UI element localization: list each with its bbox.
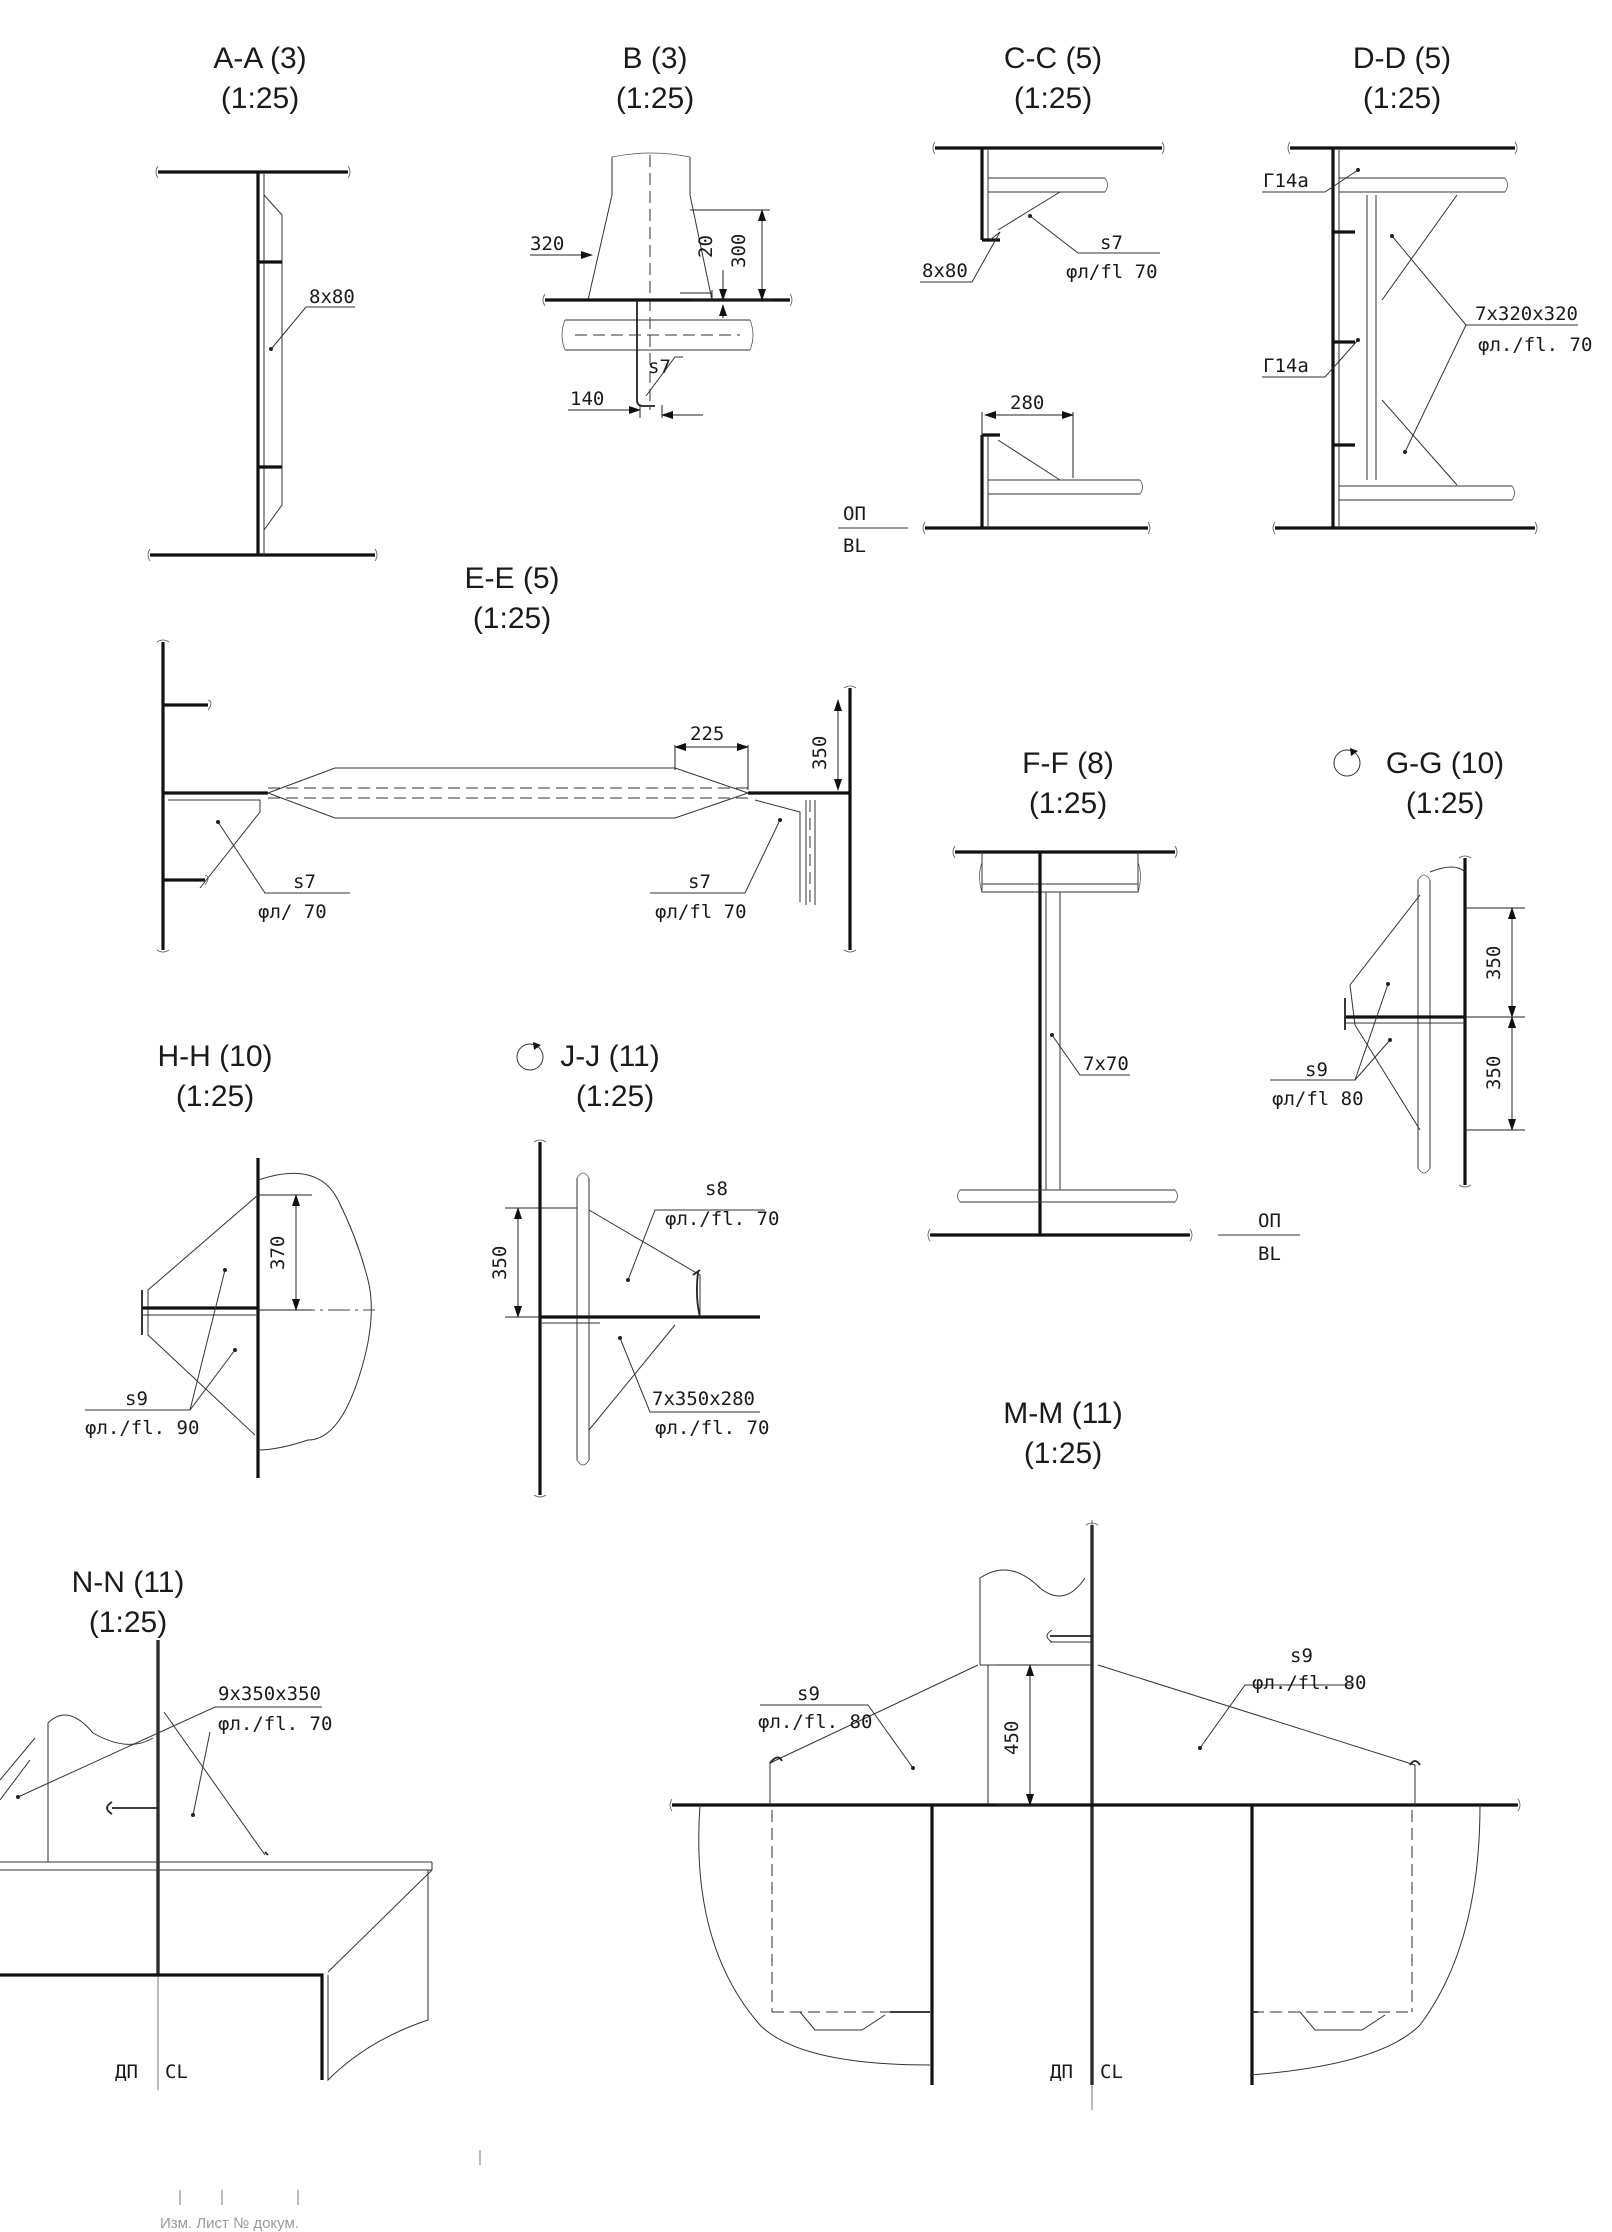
view-j-j-title: J-J (11) (560, 1040, 659, 1073)
view-b-title: B (3) (622, 42, 687, 75)
view-n-n-title: N-N (11) (72, 1566, 185, 1599)
view-m-m-cl-ru: ДП (1050, 2061, 1073, 2083)
view-b-dim-300: 300 (728, 234, 750, 268)
title-block: Изм. Лист № докум. (160, 2150, 481, 2232)
rotation-icon (1333, 749, 1361, 777)
view-a-a-scale: (1:25) (221, 82, 299, 115)
view-c-c-dim-280: 280 (1010, 392, 1044, 414)
view-e-e-dim-225: 225 (690, 723, 724, 745)
view-g-g-dim-350-bot: 350 (1483, 1056, 1505, 1090)
view-d-d-profile-bot: Г14а (1263, 355, 1309, 377)
view-f-f-bl-en: BL (1258, 1243, 1281, 1265)
view-b: B (3) (1:25) 320 300 20 140 s7 (530, 42, 793, 419)
view-h-h-title: H-H (10) (157, 1040, 272, 1073)
view-n-n-cl-ru: ДП (115, 2061, 138, 2083)
view-b-dim-140: 140 (570, 388, 604, 410)
view-e-e-note-fl-left: φл/ 70 (258, 901, 327, 923)
view-c-c-title: C-C (5) (1004, 42, 1102, 75)
view-c-c-note-8x80: 8x80 (922, 260, 968, 282)
view-e-e-dim-350: 350 (809, 736, 831, 770)
view-f-f-bl-ru: ОП (1258, 1210, 1281, 1232)
view-h-h-note-s: s9 (125, 1388, 148, 1410)
view-h-h: H-H (10) (1:25) 370 s9 φл./fl. 90 (85, 1040, 375, 1478)
view-n-n: N-N (11) (1:25) 9x350x350 φл./fl. 70 ДП … (0, 1566, 433, 2090)
rotation-icon (516, 1043, 544, 1071)
view-g-g-title: G-G (10) (1386, 747, 1504, 780)
view-m-m-scale: (1:25) (1024, 1437, 1102, 1470)
view-g-g-scale: (1:25) (1406, 787, 1484, 820)
view-f-f: F-F (8) (1:25) 7x70 ОП BL (927, 747, 1300, 1265)
view-h-h-dim-370: 370 (267, 1236, 289, 1270)
view-m-m: M-M (11) (1:25) 450 s9 φл./fl. 80 s9 φл.… (669, 1397, 1521, 2110)
view-m-m-cl-en: CL (1100, 2061, 1123, 2083)
view-m-m-dim-450: 450 (1001, 1721, 1023, 1755)
view-g-g-note-fl: φл/fl 80 (1272, 1088, 1364, 1110)
view-e-e-scale: (1:25) (473, 602, 551, 635)
view-g-g: G-G (10) (1:25) s9 φл/fl 80 350 350 (1270, 747, 1525, 1188)
view-d-d-title: D-D (5) (1353, 42, 1451, 75)
view-m-m-note-s-left: s9 (797, 1683, 820, 1705)
view-c-c: C-C (5) (1:25) s7 φл/fl 70 8x80 280 ОП B… (838, 42, 1165, 557)
view-b-dim-320: 320 (530, 233, 564, 255)
view-a-a-note: 8x80 (309, 286, 355, 308)
view-f-f-title: F-F (8) (1022, 747, 1114, 780)
view-c-c-note-s: s7 (1100, 232, 1123, 254)
view-a-a-title: A-A (3) (213, 42, 306, 75)
view-n-n-cl-en: CL (165, 2061, 188, 2083)
view-j-j: J-J (11) (1:25) s8 φл./fl. 70 7x350x280 … (489, 1040, 779, 1498)
view-c-c-scale: (1:25) (1014, 82, 1092, 115)
view-j-j-note-s: s8 (705, 1178, 728, 1200)
view-d-d-scale: (1:25) (1363, 82, 1441, 115)
view-e-e-title: E-E (5) (464, 562, 559, 595)
view-c-c-note-fl: φл/fl 70 (1066, 261, 1158, 283)
view-m-m-title: M-M (11) (1003, 1397, 1122, 1430)
view-d-d-note-plate: 7x320x320 (1475, 303, 1578, 325)
view-j-j-dim-350: 350 (489, 1246, 511, 1280)
view-m-m-note-s-right: s9 (1290, 1645, 1313, 1667)
view-e-e-note-s-right: s7 (688, 871, 711, 893)
view-j-j-note-fl: φл./fl. 70 (665, 1208, 779, 1230)
view-h-h-scale: (1:25) (176, 1080, 254, 1113)
view-e-e-note-fl-right: φл/fl 70 (655, 901, 747, 923)
view-e-e: E-E (5) (1:25) s7 φл/ 70 s7 φл/fl 70 225… (156, 562, 857, 953)
view-b-dim-20: 20 (695, 235, 717, 258)
view-j-j-scale: (1:25) (576, 1080, 654, 1113)
view-j-j-note-fl2: φл./fl. 70 (655, 1417, 769, 1439)
view-d-d-note-fl: φл./fl. 70 (1478, 334, 1592, 356)
view-c-c-bl-ru: ОП (843, 503, 866, 525)
view-n-n-note-fl: φл./fl. 70 (218, 1713, 332, 1735)
view-m-m-note-fl-right: φл./fl. 80 (1252, 1672, 1366, 1694)
view-e-e-note-s-left: s7 (293, 871, 316, 893)
view-h-h-note-fl: φл./fl. 90 (85, 1417, 199, 1439)
view-m-m-note-fl-left: φл./fl. 80 (758, 1711, 872, 1733)
view-d-d: D-D (5) (1:25) 7x320x320 φл./fl. 70 Г14а… (1262, 42, 1592, 535)
view-f-f-note: 7x70 (1083, 1053, 1129, 1075)
view-n-n-note-plate: 9x350x350 (218, 1683, 321, 1705)
view-c-c-bl-en: BL (843, 535, 866, 557)
view-d-d-profile-top: Г14а (1263, 170, 1309, 192)
view-j-j-note-plate: 7x350x280 (652, 1388, 755, 1410)
view-n-n-scale: (1:25) (89, 1606, 167, 1639)
view-g-g-dim-350-top: 350 (1483, 946, 1505, 980)
view-g-g-note-s: s9 (1305, 1059, 1328, 1081)
view-b-note: s7 (648, 356, 671, 378)
view-a-a: A-A (3) (1:25) 8x80 (147, 42, 378, 562)
view-b-scale: (1:25) (616, 82, 694, 115)
title-block-text: Изм. Лист № докум. (160, 2215, 299, 2232)
view-f-f-scale: (1:25) (1029, 787, 1107, 820)
